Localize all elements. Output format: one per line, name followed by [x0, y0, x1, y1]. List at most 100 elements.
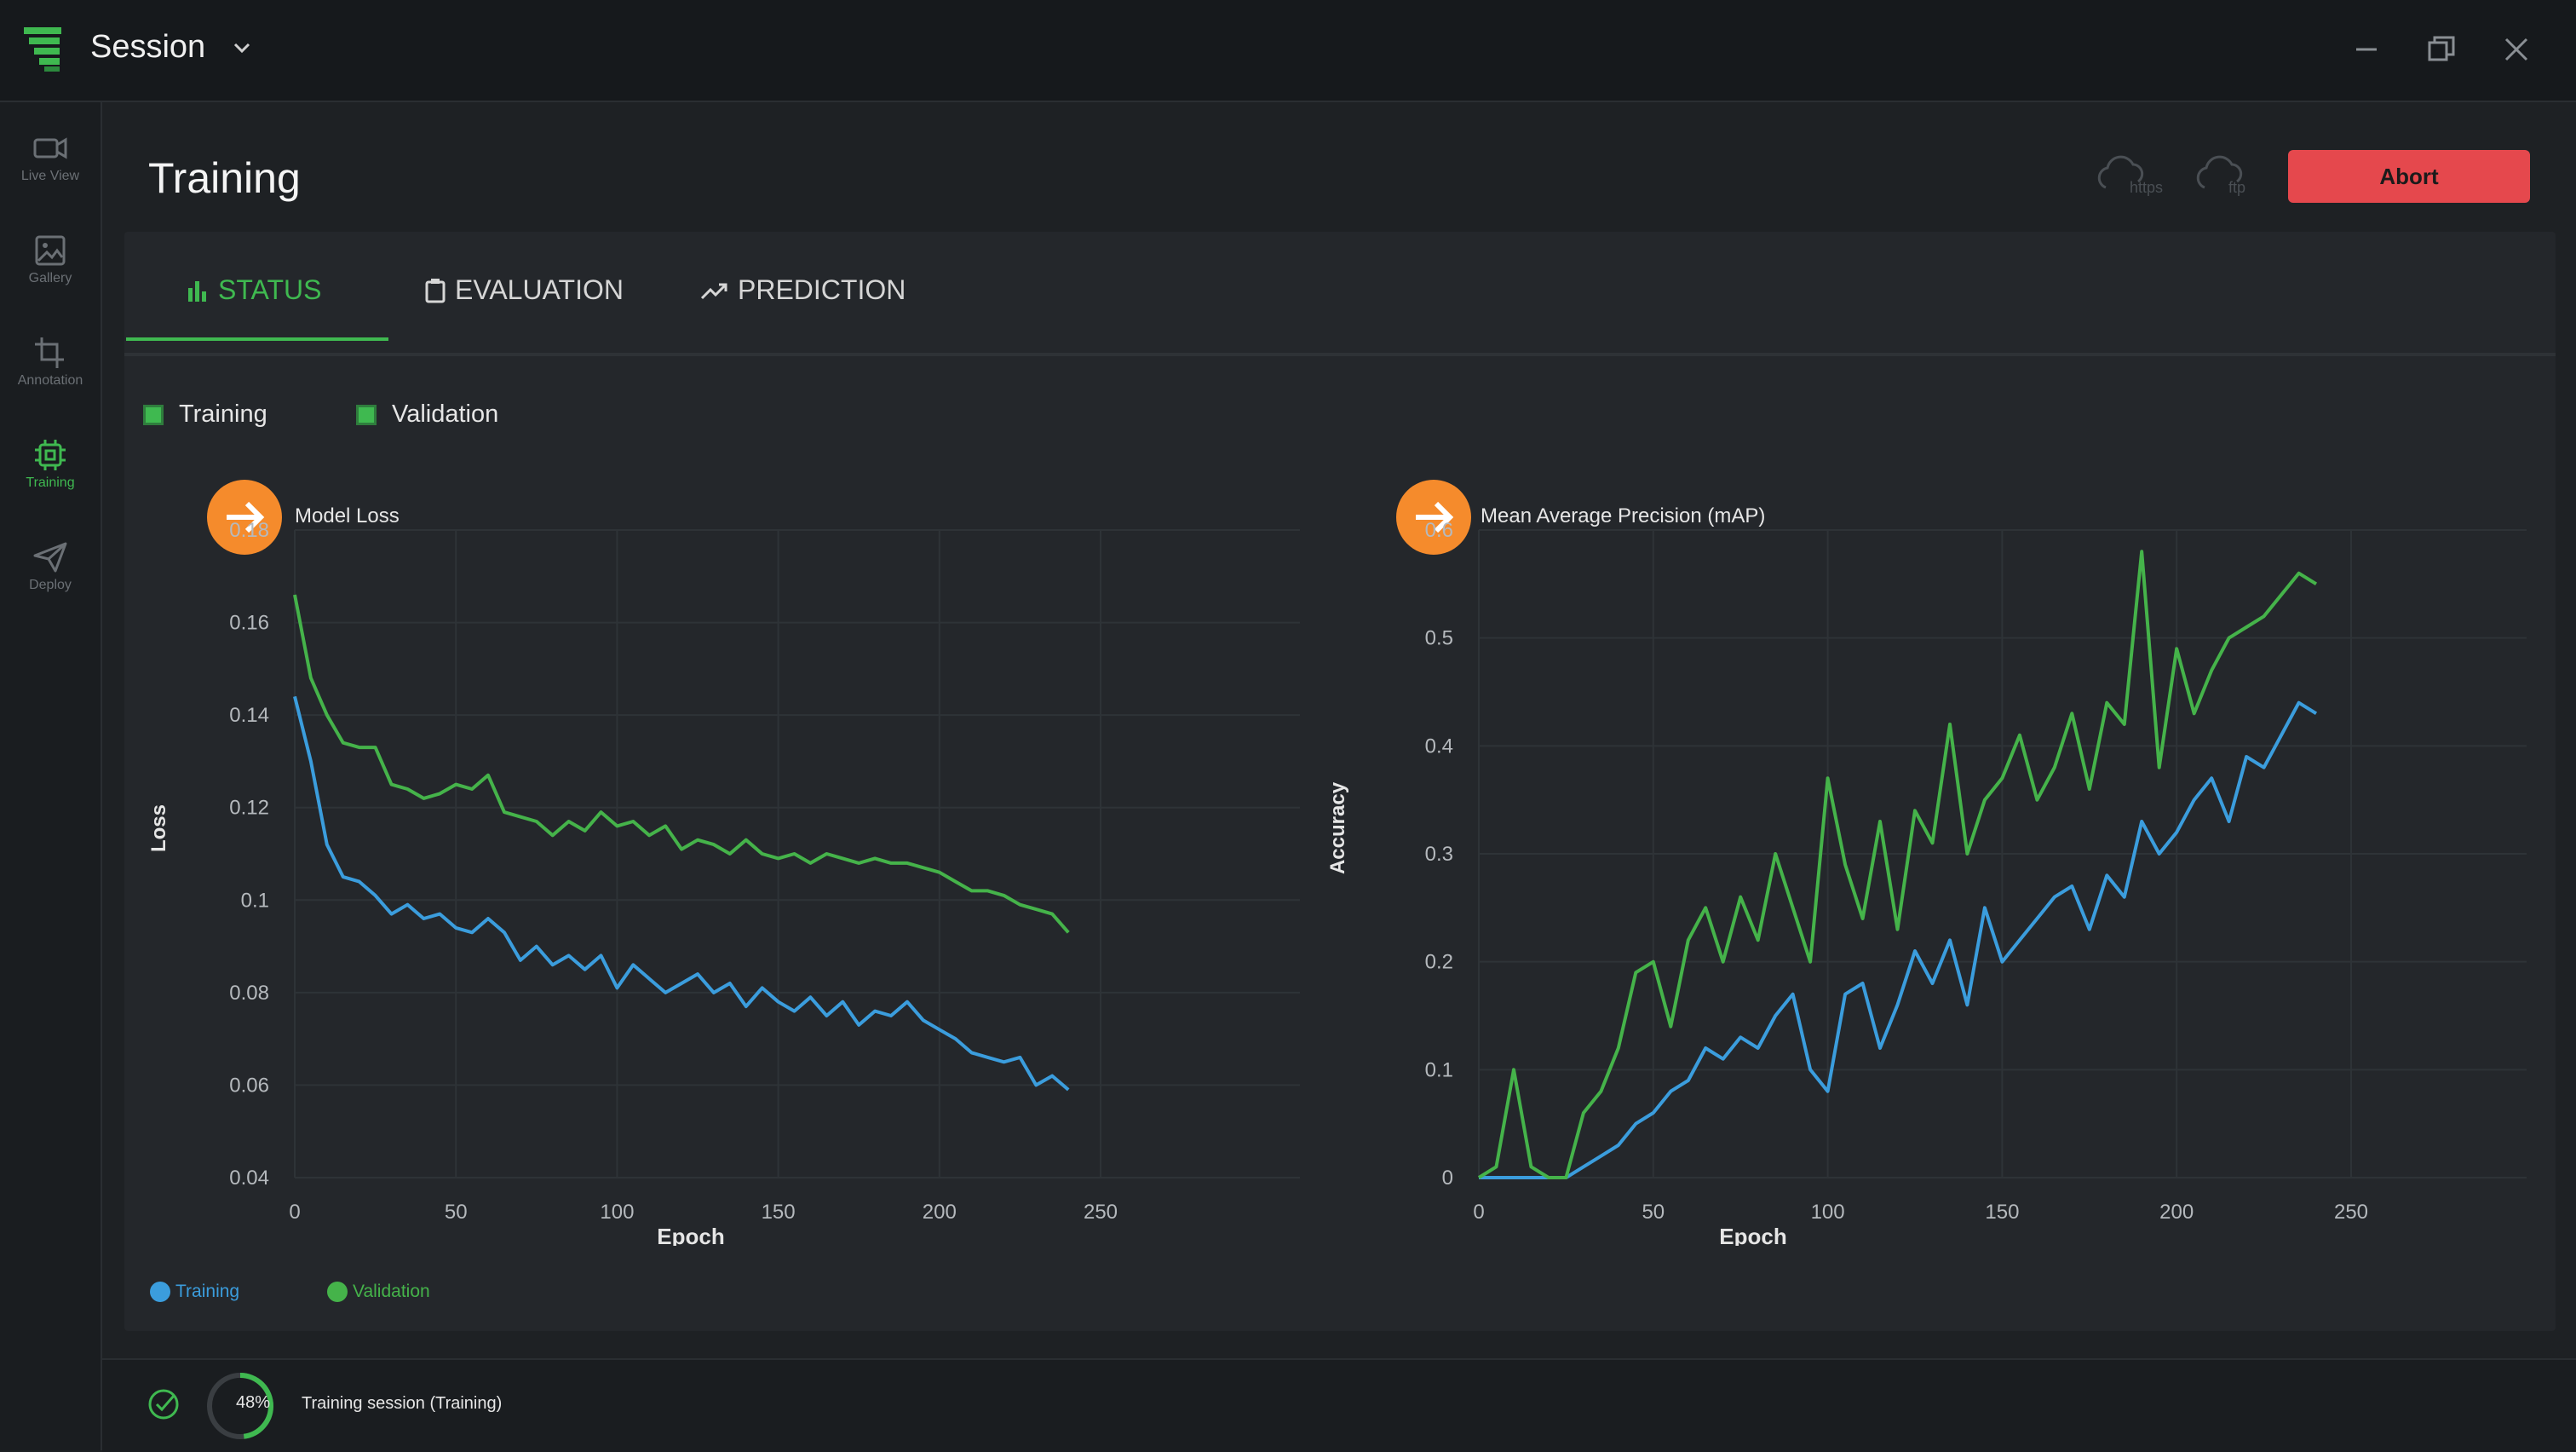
x-tick-label: 150 — [1985, 1201, 2019, 1224]
x-tick-label: 100 — [1811, 1201, 1845, 1224]
y-axis-label: Accuracy — [1326, 781, 1349, 874]
minimize-icon[interactable] — [2348, 31, 2385, 68]
session-title[interactable]: Session — [90, 29, 206, 65]
status-bar: 48% Training session (Training) — [102, 1358, 2576, 1452]
sidebar-item-deploy[interactable]: Deploy — [0, 528, 101, 622]
sidebar-item-label: Gallery — [28, 271, 72, 285]
expand-arrow-icon[interactable] — [1395, 479, 1472, 556]
abort-button[interactable]: Abort — [2288, 150, 2530, 203]
legend-label: Training — [175, 1282, 240, 1301]
y-tick-label: 0 — [1442, 1167, 1453, 1190]
sidebar-item-label: Live View — [20, 169, 80, 183]
tab-label: PREDICTION — [738, 274, 906, 305]
check-circle-icon — [148, 1389, 179, 1420]
sidebar-item-annotation[interactable]: Annotation — [0, 324, 101, 418]
y-tick-label: 0.1 — [1425, 1058, 1453, 1081]
y-tick-label: 0.2 — [1425, 951, 1453, 974]
x-axis-label: Epoch — [657, 1224, 724, 1246]
checkbox[interactable] — [356, 404, 377, 425]
title-bar: Session — [0, 0, 2576, 102]
sidebar-item-label: Annotation — [17, 373, 83, 388]
progress-label: 48% — [235, 1393, 271, 1412]
restore-icon[interactable] — [2423, 31, 2460, 68]
series-line-training — [293, 695, 1070, 1092]
x-tick-label: 0 — [1473, 1201, 1484, 1224]
sidebar-item-label: Deploy — [29, 578, 72, 592]
page-header: Training https ftp — [102, 102, 2576, 230]
tab-bar: STATUS EVALUATION PREDICTION — [124, 232, 2556, 356]
cloud-https-icon[interactable]: https — [2092, 153, 2165, 196]
legend-toggle-label: Validation — [392, 400, 499, 428]
bar-chart-icon — [188, 280, 206, 302]
crop-icon — [35, 337, 64, 368]
page-title: Training — [148, 154, 301, 202]
tab-evaluation[interactable]: EVALUATION — [424, 274, 624, 306]
checkbox[interactable] — [143, 404, 164, 425]
tab-status[interactable]: STATUS — [186, 274, 321, 306]
send-icon — [33, 542, 67, 573]
y-tick-label: 0.16 — [229, 612, 269, 635]
x-tick-label: 150 — [762, 1201, 796, 1224]
sidebar-item-live-view[interactable]: Live View — [0, 119, 101, 213]
y-tick-label: 0.5 — [1425, 627, 1453, 650]
legend-swatch — [150, 1282, 170, 1302]
y-tick-label: 0.04 — [229, 1167, 269, 1190]
x-tick-label: 50 — [445, 1201, 468, 1224]
cloud-ftp-icon[interactable]: ftp — [2191, 153, 2264, 196]
progress-ring — [207, 1373, 273, 1439]
legend-label: Validation — [353, 1282, 430, 1301]
sidebar-item-label: Training — [26, 475, 75, 490]
chevron-down-icon[interactable] — [230, 37, 254, 58]
legend-item-training: Training — [150, 1282, 239, 1302]
tab-prediction[interactable]: PREDICTION — [700, 274, 906, 306]
y-tick-label: 0.12 — [229, 797, 269, 820]
sidebar: Live View Gallery Annotation Traini — [0, 102, 102, 1450]
legend-toggle-training[interactable]: Training — [143, 400, 267, 429]
x-tick-label: 200 — [923, 1201, 957, 1224]
x-tick-label: 250 — [2334, 1201, 2368, 1224]
legend-toggle-label: Training — [179, 400, 267, 428]
x-tick-label: 250 — [1084, 1201, 1118, 1224]
trending-up-icon — [700, 283, 727, 299]
tab-label: STATUS — [218, 274, 322, 305]
x-tick-label: 200 — [2159, 1201, 2194, 1224]
chart-title: Model Loss — [295, 504, 400, 527]
series-line-validation — [293, 594, 1070, 934]
x-tick-label: 0 — [289, 1201, 300, 1224]
series-line-validation — [1477, 550, 2318, 1179]
y-tick-label: 0.3 — [1425, 843, 1453, 866]
chip-icon — [35, 440, 66, 470]
image-icon — [35, 235, 66, 266]
clipboard-icon — [425, 278, 446, 302]
y-tick-label: 0.08 — [229, 982, 269, 1005]
training-panel: STATUS EVALUATION PREDICTION Training Va… — [124, 232, 2556, 1331]
y-tick-label: 0.4 — [1425, 735, 1453, 758]
series-line-training — [1479, 700, 2318, 1179]
cloud-ftp-label: ftp — [2228, 179, 2245, 196]
y-tick-label: 0.1 — [241, 889, 269, 912]
app-logo-icon — [24, 27, 61, 72]
y-tick-label: 0.18 — [229, 521, 269, 542]
video-camera-icon — [33, 137, 67, 159]
legend-swatch — [327, 1282, 348, 1302]
y-tick-label: 0.06 — [229, 1074, 269, 1097]
tab-active-indicator — [126, 337, 388, 341]
y-axis-label: Loss — [147, 804, 170, 852]
legend-item-validation: Validation — [327, 1282, 430, 1302]
legend-toggle-validation[interactable]: Validation — [356, 400, 498, 429]
progress-arc — [207, 1373, 273, 1439]
x-axis-label: Epoch — [1719, 1224, 1786, 1246]
x-tick-label: 50 — [1642, 1201, 1665, 1224]
sidebar-item-training[interactable]: Training — [0, 426, 101, 520]
map-chart: 0 0.1 0.2 0.3 0.4 0.5 0.6 0 50 100 150 200 250 Epoch A… — [1326, 521, 2527, 1246]
y-tick-label: 0.14 — [229, 704, 269, 727]
cloud-https-label: https — [2130, 179, 2163, 196]
expand-arrow-icon[interactable] — [206, 479, 283, 556]
close-icon[interactable] — [2498, 31, 2535, 68]
status-text: Training session (Training) — [302, 1394, 503, 1413]
model-loss-chart: 0.04 0.06 0.08 0.1 0.12 0.14 0.16 0.18 0 50 100 150… — [147, 521, 1300, 1246]
sidebar-item-gallery[interactable]: Gallery — [0, 222, 101, 315]
chart-title: Mean Average Precision (mAP) — [1481, 504, 1766, 527]
y-tick-label: 0.6 — [1425, 521, 1453, 542]
tab-label: EVALUATION — [455, 274, 624, 305]
